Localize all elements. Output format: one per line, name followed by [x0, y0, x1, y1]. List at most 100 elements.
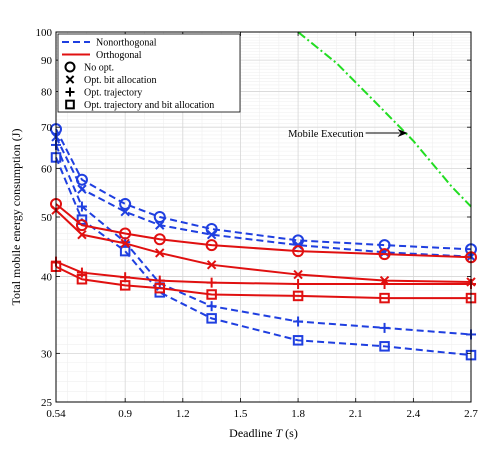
x-tick-label: 2.4	[406, 408, 420, 420]
x-marker-stroke	[77, 229, 87, 240]
legend-item: Opt. trajectory and bit allocation	[65, 99, 214, 111]
x-tick-label: 0.54	[46, 408, 66, 420]
circle-marker	[119, 197, 132, 210]
plus-marker	[293, 316, 304, 327]
circle-marker	[119, 227, 132, 240]
axis-ticks: 0.54 0.9 1.2 1.5 1.8 2.1 2.4 2.7 25 30 40 50 60 70 80 9…	[36, 27, 479, 420]
circle-marker	[64, 61, 76, 73]
plus-marker	[293, 278, 304, 289]
x-marker	[293, 269, 303, 280]
x-marker	[120, 238, 130, 249]
legend-label: Opt. bit allocation	[84, 75, 157, 86]
plus-marker	[379, 322, 390, 333]
legend-label: Orthogonal	[96, 50, 142, 61]
series-line	[55, 144, 472, 336]
x-marker	[206, 260, 217, 270]
annotation-arrow-head	[397, 128, 408, 137]
y-tick-label: 100	[36, 27, 53, 39]
y-tick-label: 40	[41, 272, 53, 284]
x-marker-stroke	[293, 269, 303, 280]
square-marker	[206, 289, 217, 300]
plus-marker	[65, 87, 75, 97]
nonorthogonal-square-series	[50, 152, 477, 361]
series-line	[55, 128, 472, 251]
series-line	[55, 157, 472, 357]
legend-box	[57, 33, 241, 113]
square-marker	[379, 292, 390, 304]
square-marker	[119, 245, 131, 257]
orthogonal-circle-series	[50, 197, 477, 264]
plus-marker	[76, 201, 87, 212]
x-axis-label: Deadline T (s)	[229, 426, 298, 440]
y-axis-label: Total mobile energy consumption (J)	[9, 129, 23, 306]
series-line	[297, 31, 472, 208]
legend-label: Opt. trajectory	[84, 88, 142, 99]
x-tick-label: 2.1	[349, 408, 363, 420]
plus-marker	[379, 278, 390, 289]
x-tick-label: 0.9	[118, 408, 132, 420]
legend-label: Opt. trajectory and bit allocation	[84, 100, 214, 111]
legend-label: Nonorthogonal	[96, 38, 157, 49]
legend-item: Nonorthogonal	[62, 38, 157, 49]
series-line	[55, 260, 471, 285]
x-marker-stroke	[77, 184, 87, 194]
legend-item: No opt.	[64, 61, 114, 74]
x-tick-label: 2.7	[464, 408, 478, 420]
series-line	[55, 209, 472, 283]
series-line	[55, 203, 472, 259]
plus-marker	[206, 301, 217, 312]
series-line	[55, 265, 471, 300]
square-marker	[379, 341, 390, 352]
x-marker	[155, 248, 165, 258]
square-marker	[206, 313, 217, 324]
square-marker	[119, 280, 131, 291]
plus-marker	[206, 277, 217, 288]
orthogonal-square-series	[50, 261, 477, 304]
x-marker	[77, 184, 87, 194]
y-tick-label: 60	[41, 163, 53, 175]
x-tick-label: 1.2	[176, 408, 190, 420]
nonorthogonal-plus-series	[51, 139, 476, 340]
legend-item: Orthogonal	[62, 50, 142, 61]
circle-marker	[292, 245, 305, 258]
x-marker-stroke	[65, 75, 75, 84]
square-marker	[154, 282, 165, 294]
legend-item: Opt. trajectory	[65, 87, 142, 99]
legend-label: No opt.	[84, 63, 114, 74]
circle-marker	[378, 248, 391, 261]
y-tick-label: 90	[41, 55, 53, 67]
y-tick-label: 30	[41, 348, 53, 360]
y-tick-label: 70	[41, 122, 53, 134]
legend-item: Opt. bit allocation	[65, 75, 157, 86]
x-tick-label: 1.5	[234, 408, 248, 420]
square-marker	[292, 290, 304, 302]
square-marker	[292, 335, 304, 346]
x-marker-stroke	[206, 229, 217, 240]
x-marker-stroke	[155, 248, 165, 258]
square-marker	[76, 273, 88, 285]
x-marker	[120, 207, 130, 217]
square-marker	[65, 99, 75, 110]
plot-series	[50, 31, 477, 361]
x-marker-stroke	[120, 207, 130, 217]
series-line	[55, 136, 472, 258]
x-marker	[206, 229, 217, 240]
annotation-label: Mobile Execution	[288, 129, 364, 140]
mobile-execution-annotation: Mobile Execution	[288, 128, 408, 140]
x-marker-stroke	[155, 220, 165, 230]
y-tick-label: 50	[41, 212, 53, 224]
mobile-execution-series	[297, 31, 472, 208]
circle-marker	[153, 233, 166, 246]
y-tick-label: 25	[41, 397, 53, 409]
x-marker-stroke	[120, 238, 130, 249]
circle-marker	[75, 219, 88, 232]
x-tick-label: 1.8	[291, 408, 305, 420]
x-marker	[65, 75, 75, 84]
x-marker-stroke	[206, 260, 217, 270]
circle-marker	[205, 239, 218, 252]
x-marker	[155, 220, 165, 230]
circle-marker	[153, 211, 166, 223]
x-marker	[77, 229, 87, 240]
